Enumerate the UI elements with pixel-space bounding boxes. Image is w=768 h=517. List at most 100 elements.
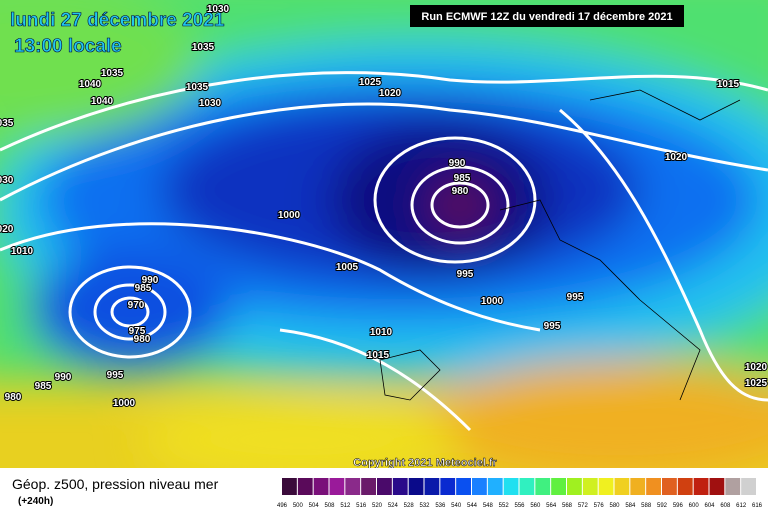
colorbar-tick: 560 [530, 503, 541, 509]
legend-title: Géop. z500, pression niveau mer [12, 476, 219, 492]
colorbar-tick: 524 [388, 503, 399, 509]
isobar-label: 1035 [186, 82, 209, 93]
color-swatch [519, 478, 535, 495]
isobar-label: 1000 [278, 210, 301, 221]
isobar-label: 1015 [367, 350, 390, 361]
color-swatch [361, 478, 376, 495]
colorbar-tick: 556 [514, 503, 525, 509]
color-swatch [487, 478, 503, 495]
colorbar-tick: 564 [546, 503, 557, 509]
colorbar-tick: 508 [324, 503, 335, 509]
isobar-label: 1020 [745, 362, 768, 373]
color-swatch [297, 478, 313, 495]
color-swatch [535, 478, 551, 495]
colorbar-tick: 616 [752, 503, 763, 509]
isobar-label: 1040 [91, 96, 114, 107]
isobar-label: 990 [142, 275, 159, 286]
isobars [0, 71, 768, 432]
color-swatch [456, 478, 471, 495]
colorbar-tick: 496 [277, 503, 288, 509]
time: 13:00 locale [14, 36, 122, 57]
isobar-label: 975 [129, 326, 146, 337]
colorbar-tick: 572 [578, 503, 589, 509]
isobar-label: 995 [107, 370, 124, 381]
color-swatch [329, 478, 345, 495]
colorbar-tick: 528 [404, 503, 415, 509]
colorbar: 496 500 504 508 512 516 520 524 528 532 536 540 544 5… [277, 478, 763, 509]
color-swatch [424, 478, 440, 495]
isobar-label: 1025 [745, 378, 768, 389]
colorbar-tick: 544 [467, 503, 478, 509]
isobar-label: 980 [134, 334, 151, 345]
color-swatch [646, 478, 661, 495]
isobar-label: 1010 [370, 327, 393, 338]
color-swatch [377, 478, 392, 495]
colorbar-tick: 588 [641, 503, 652, 509]
isobar-label: 030 [0, 175, 14, 186]
colorbar-tick: 580 [609, 503, 620, 509]
isobar-label: 970 [128, 300, 145, 311]
colorbar-tick: 576 [594, 503, 605, 509]
color-swatch [551, 478, 566, 495]
isobar-label: 1035 [101, 68, 124, 79]
color-swatch [440, 478, 456, 495]
isobar-label: 1040 [79, 79, 102, 90]
color-swatch [614, 478, 630, 495]
color-swatch [503, 478, 519, 495]
isobar-label: 1005 [336, 262, 359, 273]
isobar-label: 1015 [717, 79, 740, 90]
colorbar-tick: 500 [293, 503, 304, 509]
colorbar-tick: 536 [435, 503, 446, 509]
isobar-label: 1000 [113, 398, 136, 409]
isobar-label: 020 [0, 224, 14, 235]
isobar-label: 985 [135, 283, 152, 294]
color-swatch [630, 478, 646, 495]
color-swatch [282, 478, 297, 495]
color-swatch [662, 478, 677, 495]
isobar-label: 995 [457, 269, 474, 280]
isobar-labels: 1030103510351040104010351030035030020101… [0, 3, 768, 410]
isobar-label: 995 [567, 292, 584, 303]
run-info: Run ECMWF 12Z du vendredi 17 décembre 20… [421, 11, 672, 23]
colorbar-tick: 592 [657, 503, 668, 509]
date: lundi 27 décembre 2021 [10, 10, 225, 31]
color-swatch [313, 478, 329, 495]
colorbar-tick: 608 [720, 503, 731, 509]
colorbar-tick: 504 [309, 503, 320, 509]
color-swatch [345, 478, 361, 495]
isobar-label: 1030 [207, 4, 230, 15]
isobar-label: 995 [544, 321, 561, 332]
colorbar-tick: 520 [372, 503, 383, 509]
color-swatch [392, 478, 408, 495]
colorbar-tick: 584 [625, 503, 636, 509]
colorbar-tick: 600 [689, 503, 700, 509]
color-swatch [472, 478, 487, 495]
copyright: Copyright 2021 Meteociel.fr [353, 457, 497, 469]
isobar-label: 1000 [481, 296, 504, 307]
isobar-label: 1020 [379, 88, 402, 99]
isobar-label: 985 [35, 381, 52, 392]
colorbar-tick: 604 [704, 503, 715, 509]
color-swatch [567, 478, 582, 495]
isobar-label: 990 [55, 372, 72, 383]
isobar-label: 1025 [359, 77, 382, 88]
run-box [410, 5, 684, 27]
color-swatch [677, 478, 693, 495]
colorbar-tick: 532 [419, 503, 430, 509]
colorbar-tick: 516 [356, 503, 367, 509]
isobar-label: 1030 [199, 98, 222, 109]
isobar-label: 990 [449, 158, 466, 169]
lead-time: (+240h) [18, 496, 53, 507]
isobar-label: 035 [0, 118, 14, 129]
color-swatch [725, 478, 741, 495]
isobar-label: 1020 [665, 152, 688, 163]
color-swatch [598, 478, 614, 495]
colorbar-tick: 552 [499, 503, 510, 509]
colorbar-tick: 548 [483, 503, 494, 509]
isobar-label: 980 [5, 392, 22, 403]
isobar-label: 1010 [11, 246, 34, 257]
color-swatch [582, 478, 598, 495]
isobar-label: 980 [452, 186, 469, 197]
colorbar-tick: 540 [451, 503, 462, 509]
